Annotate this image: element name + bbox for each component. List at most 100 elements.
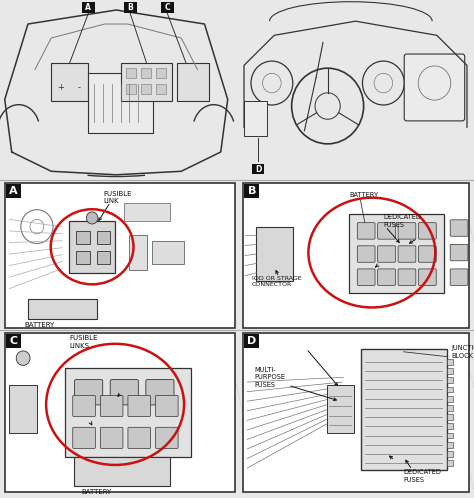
FancyBboxPatch shape bbox=[327, 385, 354, 433]
FancyBboxPatch shape bbox=[243, 333, 469, 492]
FancyBboxPatch shape bbox=[447, 451, 454, 457]
FancyBboxPatch shape bbox=[447, 423, 454, 429]
FancyBboxPatch shape bbox=[155, 68, 166, 78]
FancyBboxPatch shape bbox=[5, 183, 235, 328]
FancyBboxPatch shape bbox=[74, 379, 103, 405]
Text: +: + bbox=[57, 83, 64, 92]
FancyBboxPatch shape bbox=[161, 2, 174, 13]
FancyBboxPatch shape bbox=[121, 63, 172, 101]
FancyBboxPatch shape bbox=[398, 223, 416, 239]
Text: A: A bbox=[85, 3, 91, 12]
FancyBboxPatch shape bbox=[82, 2, 95, 13]
Text: A: A bbox=[9, 186, 18, 196]
FancyBboxPatch shape bbox=[450, 245, 468, 261]
FancyBboxPatch shape bbox=[88, 73, 154, 132]
FancyBboxPatch shape bbox=[450, 269, 468, 285]
FancyBboxPatch shape bbox=[146, 379, 174, 405]
Text: C: C bbox=[9, 336, 18, 346]
FancyBboxPatch shape bbox=[155, 84, 166, 94]
Text: D: D bbox=[255, 165, 261, 174]
FancyBboxPatch shape bbox=[244, 334, 259, 348]
FancyBboxPatch shape bbox=[97, 251, 110, 264]
FancyBboxPatch shape bbox=[447, 405, 454, 411]
FancyBboxPatch shape bbox=[349, 214, 444, 293]
FancyBboxPatch shape bbox=[378, 223, 395, 239]
FancyBboxPatch shape bbox=[244, 184, 259, 198]
Text: -: - bbox=[78, 83, 81, 92]
Text: IOD OR STRAGE
CONNECTOR: IOD OR STRAGE CONNECTOR bbox=[252, 276, 301, 287]
Text: BATTERY: BATTERY bbox=[82, 489, 112, 495]
FancyBboxPatch shape bbox=[141, 84, 151, 94]
FancyBboxPatch shape bbox=[419, 269, 436, 285]
FancyBboxPatch shape bbox=[243, 183, 469, 328]
FancyBboxPatch shape bbox=[155, 427, 178, 448]
FancyBboxPatch shape bbox=[378, 269, 395, 285]
Text: FUSIBLE
LINK: FUSIBLE LINK bbox=[104, 191, 132, 205]
FancyBboxPatch shape bbox=[73, 427, 95, 448]
FancyBboxPatch shape bbox=[447, 414, 454, 420]
Text: DEDICATED
FUSES: DEDICATED FUSES bbox=[383, 214, 421, 228]
FancyBboxPatch shape bbox=[69, 221, 115, 273]
FancyBboxPatch shape bbox=[152, 241, 184, 264]
FancyBboxPatch shape bbox=[252, 164, 264, 174]
FancyBboxPatch shape bbox=[6, 334, 21, 348]
FancyBboxPatch shape bbox=[378, 246, 395, 262]
FancyBboxPatch shape bbox=[447, 433, 454, 438]
Text: D: D bbox=[247, 336, 256, 346]
FancyBboxPatch shape bbox=[73, 395, 95, 416]
FancyBboxPatch shape bbox=[100, 395, 123, 416]
Text: JUNCTION
BLOCK: JUNCTION BLOCK bbox=[451, 345, 474, 359]
Text: B: B bbox=[247, 186, 256, 196]
FancyBboxPatch shape bbox=[126, 68, 136, 78]
FancyBboxPatch shape bbox=[128, 395, 151, 416]
FancyBboxPatch shape bbox=[357, 246, 375, 262]
FancyBboxPatch shape bbox=[129, 235, 147, 270]
Text: C: C bbox=[164, 3, 170, 12]
Circle shape bbox=[86, 212, 98, 224]
FancyBboxPatch shape bbox=[447, 442, 454, 448]
FancyBboxPatch shape bbox=[97, 231, 110, 244]
FancyBboxPatch shape bbox=[124, 204, 170, 221]
FancyBboxPatch shape bbox=[76, 251, 90, 264]
FancyBboxPatch shape bbox=[357, 269, 375, 285]
Text: FUSIBLE
LINKS: FUSIBLE LINKS bbox=[69, 336, 98, 349]
FancyBboxPatch shape bbox=[357, 223, 375, 239]
FancyBboxPatch shape bbox=[419, 246, 436, 262]
FancyBboxPatch shape bbox=[155, 395, 178, 416]
FancyBboxPatch shape bbox=[51, 63, 88, 101]
FancyBboxPatch shape bbox=[244, 101, 267, 136]
FancyBboxPatch shape bbox=[398, 269, 416, 285]
FancyBboxPatch shape bbox=[124, 2, 137, 13]
FancyBboxPatch shape bbox=[447, 386, 454, 392]
Circle shape bbox=[16, 351, 30, 366]
FancyBboxPatch shape bbox=[100, 427, 123, 448]
FancyBboxPatch shape bbox=[398, 246, 416, 262]
FancyBboxPatch shape bbox=[110, 379, 138, 405]
FancyBboxPatch shape bbox=[404, 54, 465, 121]
FancyBboxPatch shape bbox=[76, 231, 90, 244]
FancyBboxPatch shape bbox=[27, 299, 97, 319]
FancyBboxPatch shape bbox=[361, 349, 447, 470]
FancyBboxPatch shape bbox=[447, 359, 454, 365]
FancyBboxPatch shape bbox=[450, 220, 468, 236]
FancyBboxPatch shape bbox=[177, 63, 209, 101]
FancyBboxPatch shape bbox=[128, 427, 151, 448]
FancyBboxPatch shape bbox=[73, 457, 170, 486]
FancyBboxPatch shape bbox=[256, 227, 292, 281]
FancyBboxPatch shape bbox=[447, 461, 454, 466]
Text: BATTERY: BATTERY bbox=[24, 322, 55, 328]
FancyBboxPatch shape bbox=[447, 396, 454, 401]
Text: MULTI-
PURPOSE
FUSES: MULTI- PURPOSE FUSES bbox=[254, 367, 285, 388]
FancyBboxPatch shape bbox=[126, 84, 136, 94]
Text: DEDICATED
FUSES: DEDICATED FUSES bbox=[403, 469, 441, 483]
FancyBboxPatch shape bbox=[447, 377, 454, 383]
Text: BATTERY: BATTERY bbox=[349, 192, 378, 198]
FancyBboxPatch shape bbox=[447, 368, 454, 374]
FancyBboxPatch shape bbox=[64, 368, 191, 457]
FancyBboxPatch shape bbox=[9, 385, 37, 433]
FancyBboxPatch shape bbox=[419, 223, 436, 239]
FancyBboxPatch shape bbox=[5, 333, 235, 492]
FancyBboxPatch shape bbox=[141, 68, 151, 78]
Text: B: B bbox=[128, 3, 133, 12]
FancyBboxPatch shape bbox=[6, 184, 21, 198]
